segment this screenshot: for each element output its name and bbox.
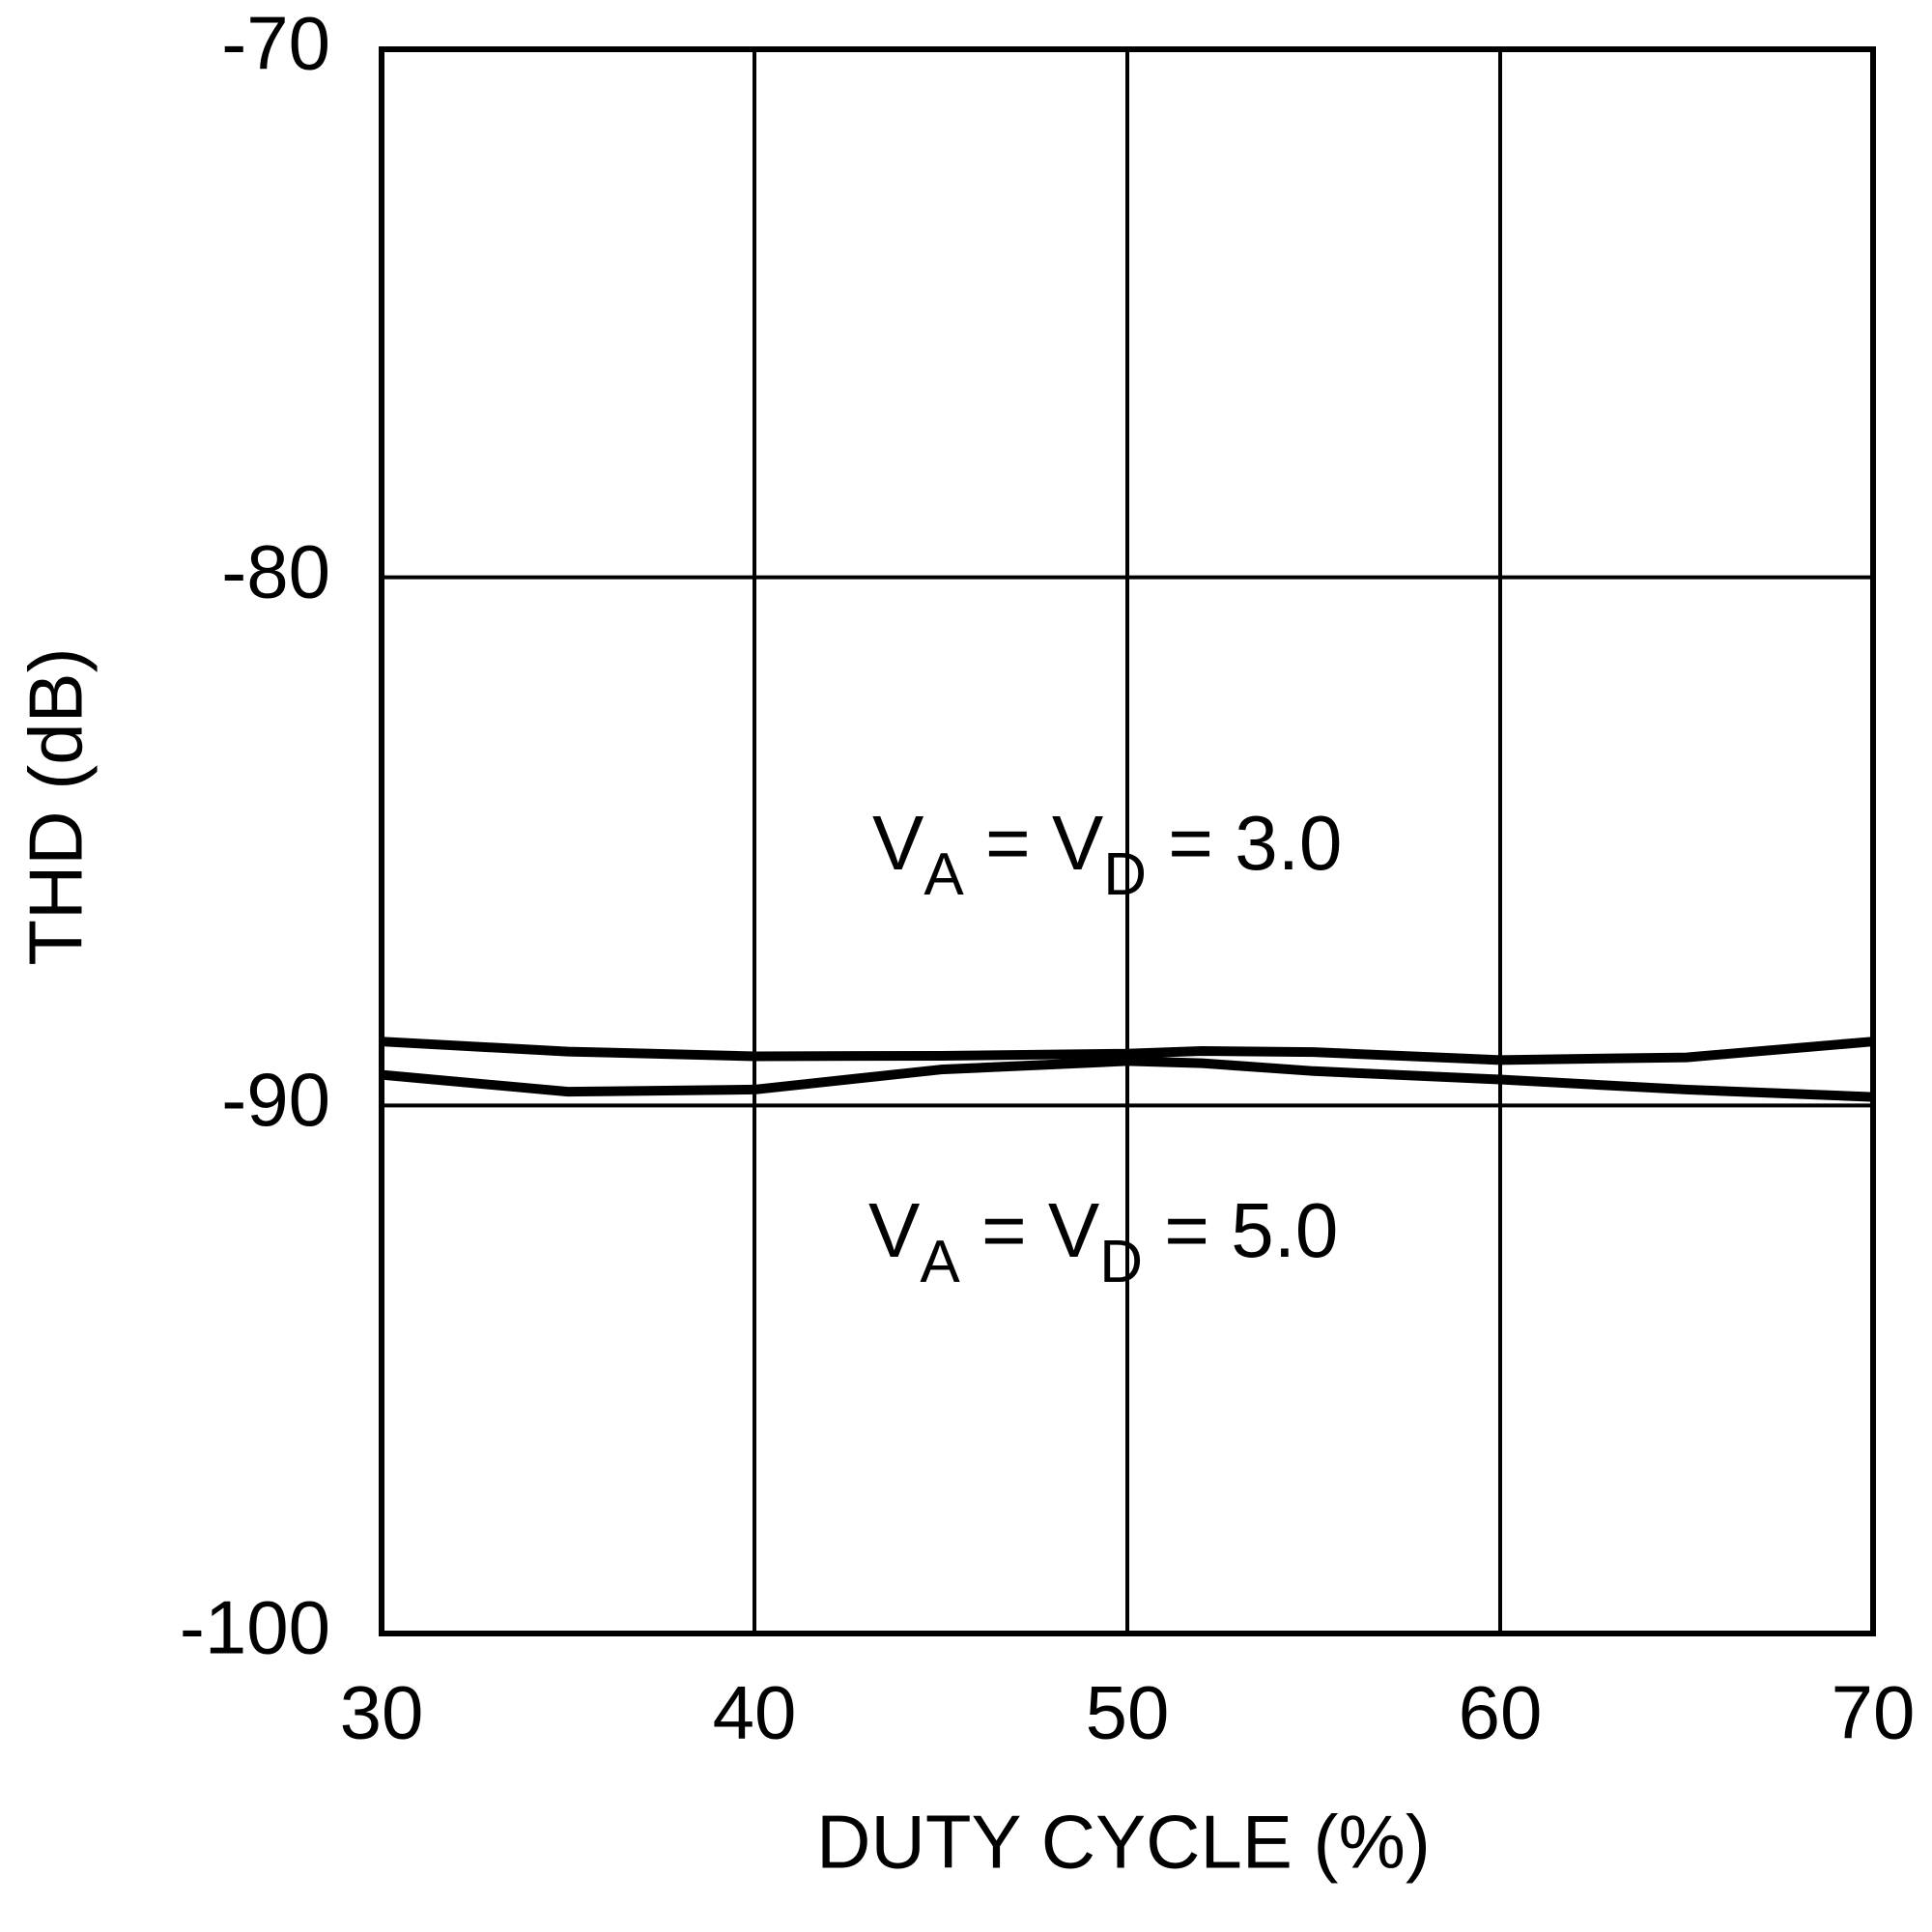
series-label-part: V [872,800,924,886]
y-tick-label: -100 [180,1585,330,1670]
series-label: VA = VD = 5.0 [868,1187,1338,1295]
data-line [381,1056,1874,1102]
x-tick-label: 30 [340,1670,424,1755]
x-tick-label: 50 [1086,1670,1170,1755]
x-tick-label: 40 [713,1670,797,1755]
y-axis-title: THD (dB) [14,647,99,965]
series-label-part: A [923,841,964,908]
x-tick-label: 60 [1459,1670,1543,1755]
data-line [381,1037,1874,1065]
plot-frame [379,46,1876,1636]
series-label-part: = 3.0 [1147,800,1342,886]
x-axis-title: DUTY CYCLE (%) [816,1800,1431,1885]
series-label: VA = VD = 3.0 [872,800,1342,908]
series-label-part: A [920,1229,960,1295]
series-label-part: D [1103,841,1147,908]
series-label-part: = V [960,1187,1100,1273]
series-label-part: = V [964,800,1104,886]
series-label-part: D [1099,1229,1143,1295]
y-tick-label: -90 [221,1057,330,1142]
y-tick-label: -70 [221,1,330,86]
y-tick-label: -80 [221,528,330,613]
series-label-part: V [868,1187,921,1273]
x-tick-label: 70 [1832,1670,1916,1755]
series-label-part: = 5.0 [1143,1187,1338,1273]
